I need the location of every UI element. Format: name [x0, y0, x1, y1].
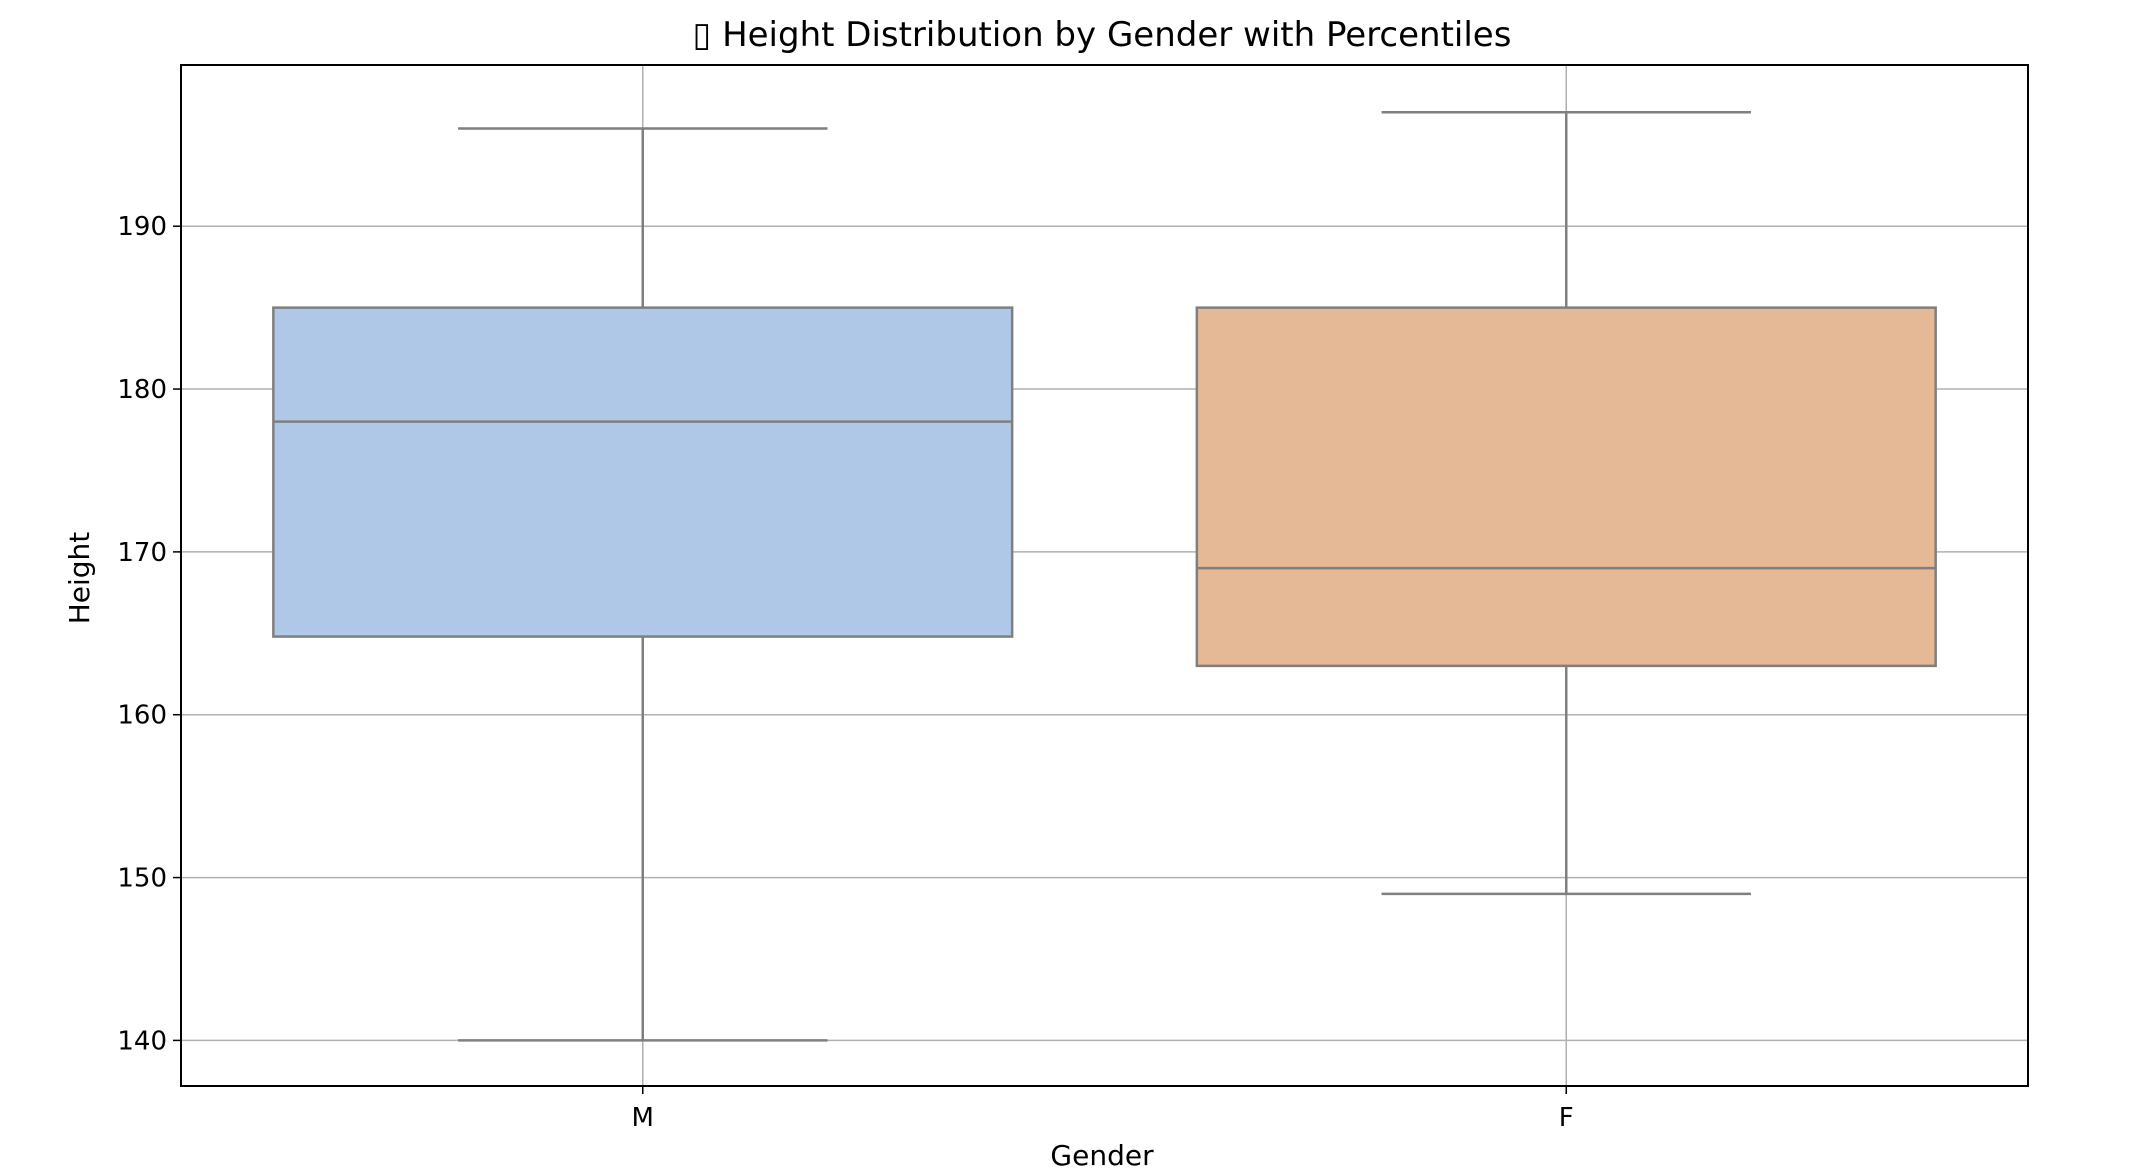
x-axis-label: Gender	[1050, 1139, 1154, 1172]
y-tick-label: 190	[117, 212, 167, 242]
box-group-f	[1195, 110, 1937, 896]
chart-title: ▯ Height Distribution by Gender with Per…	[693, 15, 1512, 55]
y-tick-label: 160	[117, 701, 167, 731]
y-tick-label: 170	[117, 538, 167, 568]
y-axis-label: Height	[63, 532, 96, 625]
box-m	[272, 306, 1014, 638]
box-f	[1195, 306, 1937, 668]
y-tick-label: 140	[117, 1026, 167, 1056]
plot-frame	[180, 64, 2029, 1087]
axes: 140 150 160 170 180 190 M F	[117, 212, 1573, 1133]
x-tick-label: F	[1559, 1103, 1574, 1133]
boxes	[272, 110, 1937, 1042]
box-group-m	[272, 127, 1014, 1042]
x-tick-label: M	[632, 1103, 654, 1133]
y-tick-label: 180	[117, 375, 167, 405]
y-tick-label: 150	[117, 864, 167, 894]
